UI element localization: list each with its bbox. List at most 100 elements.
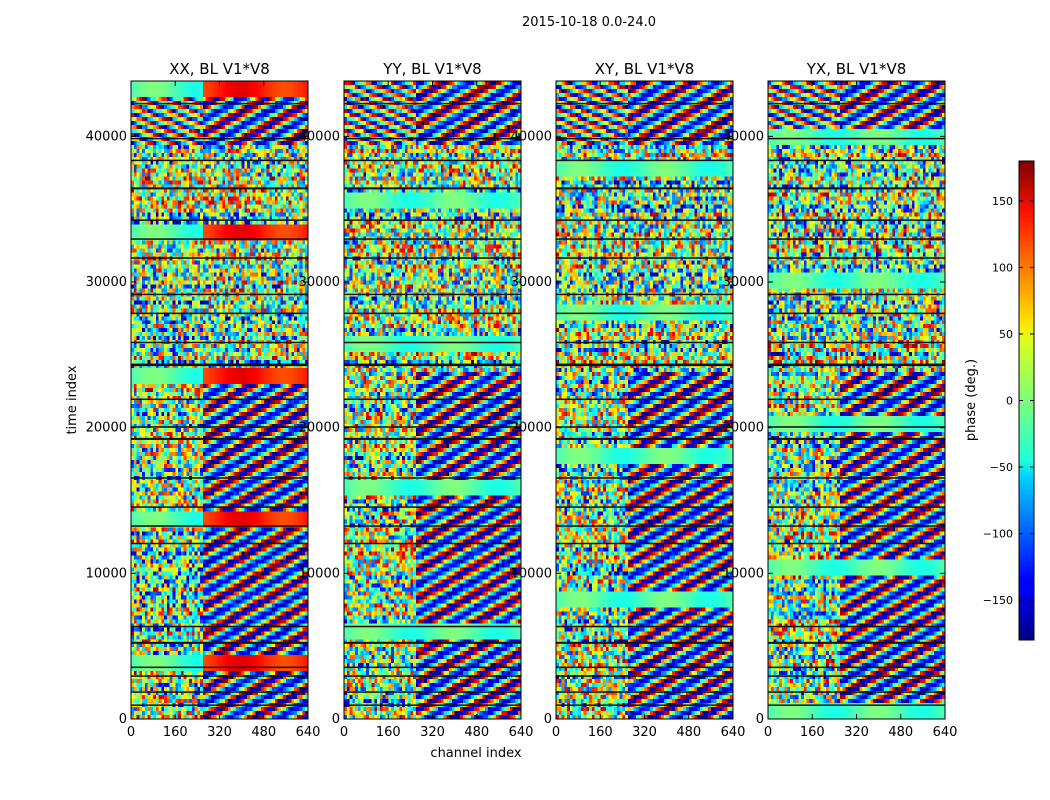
flagged-band [768, 666, 945, 669]
panel-title: YX, BL V1*V8 [806, 60, 907, 78]
flagged-band [768, 426, 945, 428]
flagged-band [344, 341, 521, 344]
flagged-band [344, 312, 521, 315]
y-tick-label: 30000 [86, 275, 127, 290]
y-tick-label: 0 [119, 712, 127, 727]
x-tick-label: 320 [207, 725, 232, 740]
colorbar-tick-label: 50 [999, 328, 1013, 341]
flagged-band [344, 641, 521, 644]
x-tick-label: 320 [420, 725, 445, 740]
flagged-band [131, 159, 308, 162]
flagged-band [768, 137, 945, 140]
flagged-band [768, 187, 945, 190]
flagged-band [131, 257, 308, 259]
flagged-band [768, 312, 945, 315]
y-tick-label: 10000 [723, 566, 764, 581]
flagged-band [344, 666, 521, 669]
colorbar-tick-label: 0 [1006, 395, 1013, 408]
flagged-band [131, 675, 308, 677]
flagged-band [768, 363, 945, 367]
flagged-band [344, 704, 521, 706]
flagged-band [344, 525, 521, 527]
y-tick-label: 10000 [86, 566, 127, 581]
flagged-band [556, 666, 733, 669]
flagged-band [768, 398, 945, 401]
y-tick-label: 30000 [299, 275, 340, 290]
flagged-band [131, 542, 308, 545]
flagged-band [556, 477, 733, 479]
flagged-band [131, 312, 308, 315]
flagged-band [131, 691, 308, 693]
flagged-band [556, 641, 733, 644]
colorbar-tick-label: −50 [990, 461, 1013, 474]
flagged-band [344, 398, 521, 401]
x-tick-label: 480 [888, 725, 913, 740]
flagged-band [131, 102, 308, 105]
flagged-band [131, 219, 308, 221]
flagged-band [556, 525, 733, 527]
flagged-band [131, 363, 308, 367]
flagged-band [131, 398, 308, 401]
y-tick-label: 10000 [299, 566, 340, 581]
flagged-band [768, 506, 945, 508]
flagged-band [556, 691, 733, 693]
flagged-band [768, 704, 945, 706]
flagged-band [556, 437, 733, 440]
flagged-band [768, 238, 945, 240]
flagged-band [768, 102, 945, 105]
flagged-band [768, 641, 945, 644]
flagged-band [556, 219, 733, 221]
colorbar-tick-label: 100 [992, 261, 1013, 274]
panel-yx: YX, BL V1*V8 0 160 320 480 640 0 10000 20000 3000… [723, 60, 958, 740]
flagged-band [344, 625, 521, 628]
y-tick-label: 0 [332, 712, 340, 727]
colorbar: −150 −100 −50 0 50 100 150 phase (deg.) [964, 160, 1035, 641]
flagged-band [344, 293, 521, 296]
flagged-band [768, 159, 945, 162]
y-tick-label: 20000 [723, 421, 764, 436]
flagged-band [556, 341, 733, 344]
x-tick-label: 320 [844, 725, 869, 740]
flagged-band [344, 675, 521, 677]
x-tick-label: 480 [464, 725, 489, 740]
flagged-band [344, 238, 521, 240]
colorbar-label: phase (deg.) [964, 359, 979, 441]
flagged-band [556, 704, 733, 706]
x-tick-label: 0 [340, 725, 348, 740]
colorbar-tick-label: −150 [983, 594, 1013, 607]
panel-title: XX, BL V1*V8 [169, 60, 270, 78]
flagged-band [131, 704, 308, 706]
x-tick-label: 0 [552, 725, 560, 740]
x-tick-label: 0 [127, 725, 135, 740]
colorbar-ticks: −150 −100 −50 0 50 100 150 [983, 195, 1034, 607]
x-tick-label: 160 [800, 725, 825, 740]
y-tick-label: 40000 [723, 129, 764, 144]
y-tick-label: 30000 [511, 275, 552, 290]
flagged-band [556, 625, 733, 628]
flagged-band [768, 437, 945, 440]
x-tick-label: 640 [296, 725, 321, 740]
x-tick-label: 480 [251, 725, 276, 740]
y-tick-label: 10000 [511, 566, 552, 581]
y-tick-label: 20000 [299, 421, 340, 436]
flagged-band [131, 187, 308, 190]
colorbar-tick-label: −100 [983, 528, 1013, 541]
flagged-band [131, 525, 308, 527]
flagged-band [556, 137, 733, 140]
x-tick-label: 640 [933, 725, 958, 740]
y-tick-label: 20000 [86, 421, 127, 436]
flagged-band [556, 506, 733, 508]
panel-title: YY, BL V1*V8 [382, 60, 481, 78]
figure-suptitle: 2015-10-18 0.0-24.0 [522, 15, 656, 30]
colorbar-tick-label: 150 [992, 195, 1013, 208]
flagged-band [131, 506, 308, 508]
x-tick-label: 0 [764, 725, 772, 740]
y-tick-label: 40000 [86, 129, 127, 144]
y-tick-label: 30000 [723, 275, 764, 290]
x-tick-label: 480 [676, 725, 701, 740]
flagged-band [556, 257, 733, 259]
flagged-band [344, 159, 521, 162]
x-tick-label: 160 [588, 725, 613, 740]
flagged-band [768, 625, 945, 628]
flagged-band [131, 437, 308, 440]
